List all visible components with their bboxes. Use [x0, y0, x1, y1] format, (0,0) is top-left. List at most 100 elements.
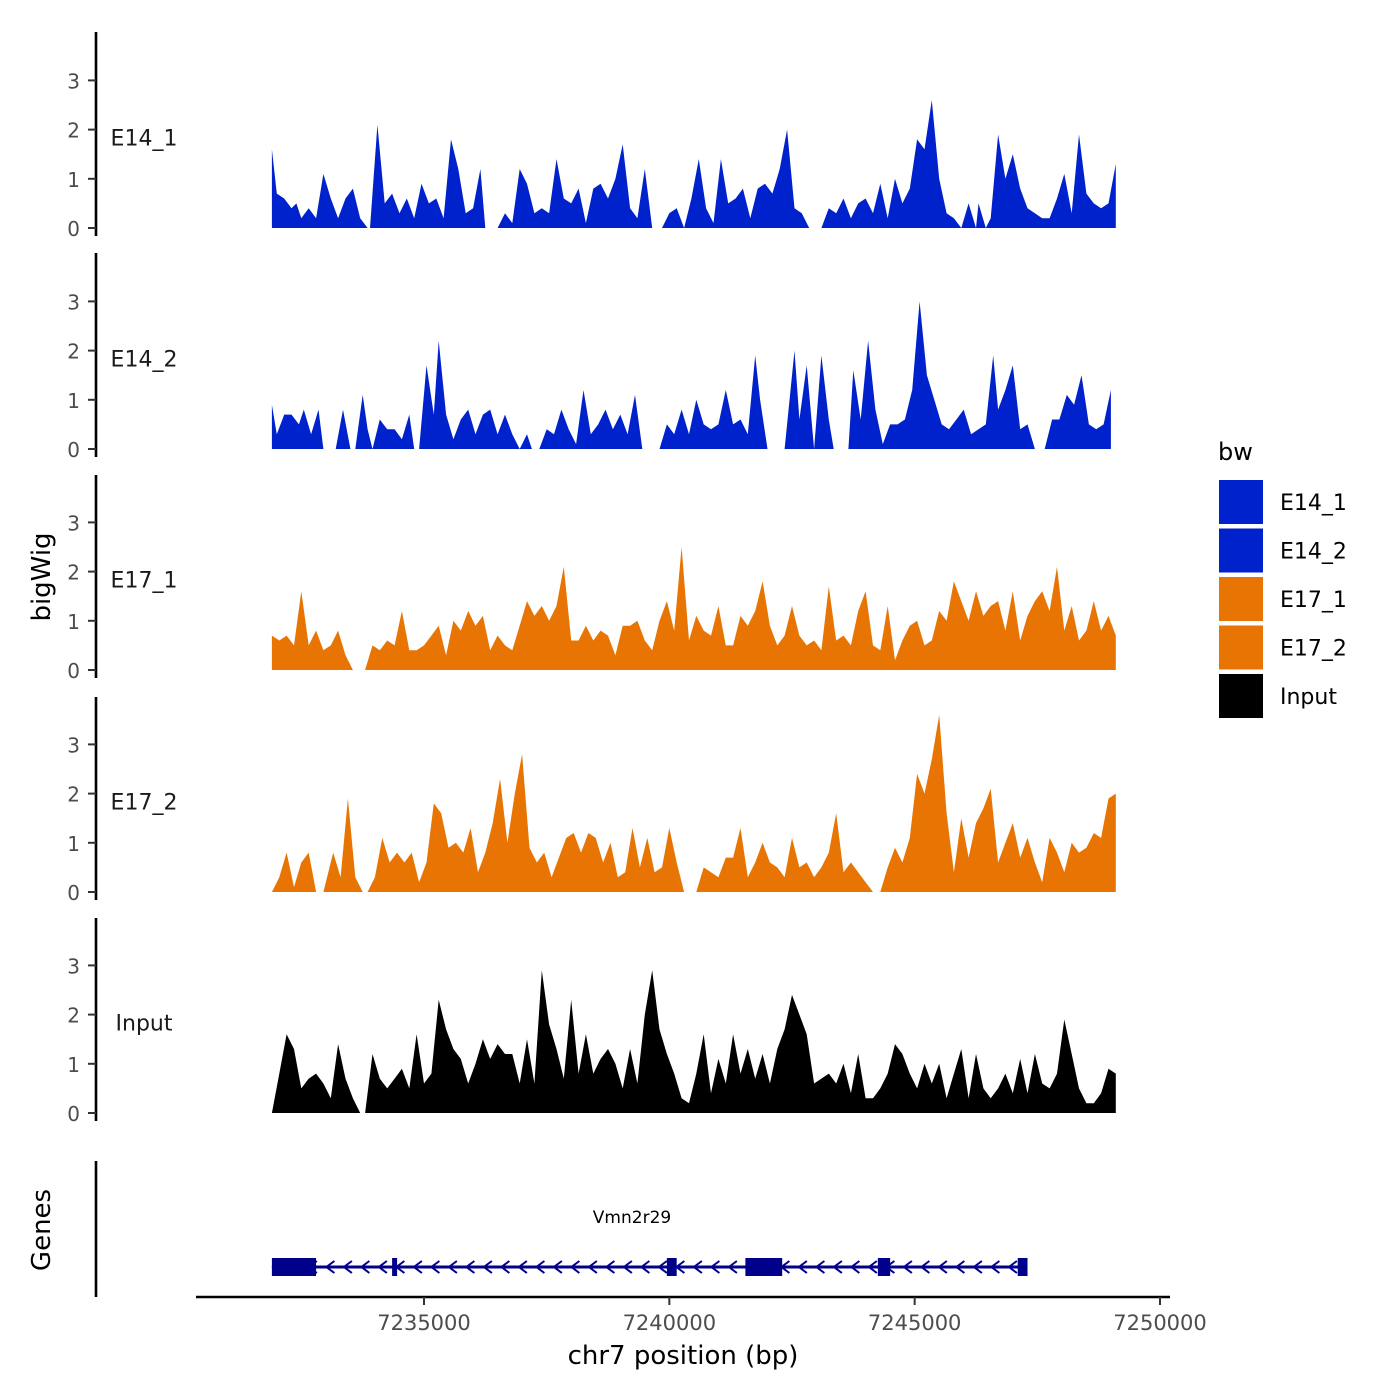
x-tick-label: 7240000: [623, 1311, 717, 1335]
track-label-e14-2: E14_2: [111, 347, 178, 372]
track-label-e17-1: E17_1: [111, 568, 178, 593]
legend-label-e14-2: E14_2: [1280, 540, 1347, 565]
y-tick-label: 3: [67, 511, 80, 535]
track-input: 0 1 2 3 Input: [67, 918, 1116, 1126]
coverage-area-e14-2: [848, 301, 1035, 449]
y-tick-label: 2: [67, 561, 80, 585]
coverage-area-e14-2: [271, 404, 324, 449]
strand-arrow: [587, 1260, 598, 1274]
track-label-e14-1: E14_1: [111, 126, 178, 151]
strand-arrow: [797, 1260, 808, 1274]
strand-arrow: [937, 1260, 948, 1274]
x-tick-label: 7250000: [1113, 1311, 1207, 1335]
strand-arrow: [692, 1260, 703, 1274]
strand-arrow: [499, 1260, 510, 1274]
track-label-input: Input: [116, 1011, 173, 1036]
strand-arrow: [989, 1260, 1000, 1274]
y-tick-label: 2: [67, 119, 80, 143]
strand-arrow: [639, 1260, 650, 1274]
legend-label-e14-1: E14_1: [1280, 491, 1347, 516]
y-tick-label: 1: [67, 168, 80, 192]
y-tick-label: 3: [67, 69, 80, 93]
legend-label-e17-2: E17_2: [1280, 637, 1347, 662]
gene-name-label: Vmn2r29: [593, 1208, 671, 1228]
strand-arrow: [972, 1260, 983, 1274]
y-tick-label: 0: [67, 659, 80, 683]
y-tick-label: 0: [67, 438, 80, 462]
gene-exon: [745, 1258, 783, 1276]
y-tick-label: 2: [67, 1004, 80, 1028]
strand-arrow: [954, 1260, 965, 1274]
gene-exon: [1017, 1258, 1028, 1276]
coverage-area-e14-2: [784, 350, 834, 449]
y-tick-label: 1: [67, 389, 80, 413]
y-tick-label: 3: [67, 954, 80, 978]
strand-arrow: [902, 1260, 913, 1274]
strand-arrow: [412, 1260, 423, 1274]
track-e14-1: 0 1 2 3 E14_1: [67, 32, 1116, 241]
y-tick-label: 0: [67, 1102, 80, 1126]
coverage-area-e17-2: [271, 754, 685, 892]
strand-arrow: [657, 1260, 668, 1274]
track-e17-2: 0 1 2 3 E17_2: [67, 697, 1116, 905]
y-tick-label: 2: [67, 783, 80, 807]
coverage-area-e14-2: [1044, 375, 1111, 449]
strand-arrow: [429, 1260, 440, 1274]
coverage-area-e14-1: [821, 100, 1116, 228]
legend: bw E14_1 E14_2 E17_1 E17_2 Input: [1218, 438, 1347, 718]
strand-arrow: [867, 1260, 878, 1274]
genes-panel: Vmn2r29: [94, 1161, 1028, 1297]
gene-exon: [392, 1258, 398, 1276]
strand-arrow: [604, 1260, 615, 1274]
gene-exon: [877, 1258, 891, 1276]
track-e17-1: 0 1 2 3 E17_1: [67, 475, 1116, 683]
strand-arrow: [727, 1260, 738, 1274]
legend-key-e17-1: [1219, 577, 1263, 621]
strand-arrow: [447, 1260, 458, 1274]
x-tick-label: 7235000: [377, 1311, 471, 1335]
strand-arrow: [1007, 1260, 1018, 1274]
legend-key-e14-1: [1219, 480, 1263, 524]
coverage-area-e17-1: [271, 591, 353, 670]
legend-key-e14-2: [1219, 528, 1263, 573]
y-tick-label: 1: [67, 1053, 80, 1077]
strand-arrow: [482, 1260, 493, 1274]
legend-key-e17-2: [1219, 625, 1263, 670]
strand-arrow: [832, 1260, 843, 1274]
strand-arrow: [464, 1260, 475, 1274]
y-tick-label: 0: [67, 217, 80, 241]
y-tick-label: 1: [67, 832, 80, 856]
strand-arrow: [517, 1260, 528, 1274]
coverage-area-e14-2: [659, 355, 768, 449]
strand-arrow: [552, 1260, 563, 1274]
strand-arrow: [849, 1260, 860, 1274]
strand-arrow: [919, 1260, 930, 1274]
gene-exon: [271, 1258, 317, 1276]
genes-axis-title: Genes: [27, 1189, 57, 1271]
strand-arrow: [622, 1260, 633, 1274]
coverage-area-input: [271, 970, 1116, 1113]
strand-arrow: [342, 1260, 353, 1274]
strand-arrow: [814, 1260, 825, 1274]
coverage-area-e17-2: [696, 714, 1116, 892]
track-e14-2: 0 1 2 3 E14_2: [67, 253, 1111, 462]
legend-key-input: [1219, 674, 1263, 718]
gene-exon: [666, 1258, 677, 1276]
x-tick-label: 7245000: [868, 1311, 962, 1335]
coverage-area-e14-1: [497, 144, 653, 228]
y-tick-label: 3: [67, 290, 80, 314]
y-axis-title: bigWig: [27, 532, 57, 621]
legend-label-input: Input: [1280, 685, 1337, 710]
y-tick-label: 0: [67, 881, 80, 905]
strand-arrow: [534, 1260, 545, 1274]
legend-title: bw: [1218, 438, 1253, 466]
x-axis: 7235000 7240000 7245000 7250000: [196, 1295, 1207, 1335]
coverage-area-e17-1: [365, 547, 1116, 670]
strand-arrow: [324, 1260, 335, 1274]
y-tick-label: 3: [67, 733, 80, 757]
gene-vmn2r29: Vmn2r29: [271, 1208, 1028, 1276]
y-tick-label: 2: [67, 340, 80, 364]
track-label-e17-2: E17_2: [111, 790, 178, 815]
strand-arrow: [359, 1260, 370, 1274]
